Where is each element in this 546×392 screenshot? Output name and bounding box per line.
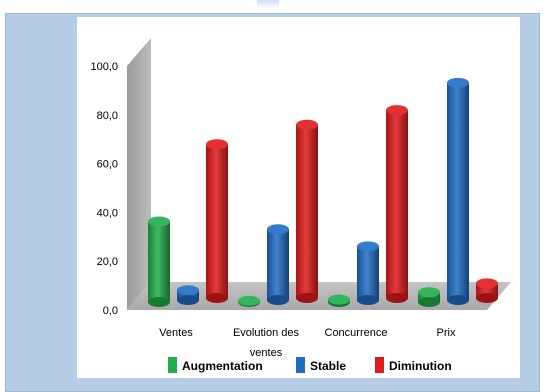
bar-base [447, 295, 469, 305]
bar-top [328, 294, 350, 305]
legend-swatch [296, 357, 305, 373]
bar-base [296, 293, 318, 303]
bar-body [296, 124, 318, 298]
legend-item-diminution: Diminution [375, 357, 452, 373]
bar-augmentation-1 [238, 295, 260, 307]
y-tick-label: 20,0 [97, 256, 118, 268]
bar-base [476, 293, 498, 303]
bar-top [418, 287, 440, 298]
bar-body [267, 229, 289, 300]
category-label: Ventes [159, 327, 193, 339]
y-tick-label: 100,0 [90, 61, 118, 73]
category-label: ventes [250, 347, 283, 359]
bar-base [357, 295, 379, 305]
bar-top [296, 119, 318, 130]
bar-top [476, 278, 498, 289]
top-strip [5, 0, 540, 14]
bar-augmentation-0 [148, 216, 170, 307]
bar-stable-3 [447, 77, 469, 305]
category-label: Prix [437, 327, 456, 339]
bar-base [206, 293, 228, 303]
y-tick-label: 40,0 [97, 207, 118, 219]
bar-stable-1 [267, 224, 289, 305]
legend-swatch [168, 357, 177, 373]
bar-body [386, 110, 408, 299]
bar-top [357, 241, 379, 252]
y-tick-label: 0,0 [103, 305, 118, 317]
bar-top [447, 77, 469, 88]
bar-base [418, 297, 440, 307]
bar-body [206, 144, 228, 298]
bar-body [357, 246, 379, 300]
bar-body [447, 82, 469, 300]
category-label: Concurrence [325, 327, 388, 339]
bar-base [267, 295, 289, 305]
bar-top [238, 295, 260, 306]
bar-base [177, 295, 199, 305]
legend-label: Stable [310, 359, 346, 373]
bar-top [148, 216, 170, 227]
bar-stable-2 [357, 241, 379, 305]
bar-top [206, 139, 228, 150]
legend-label: Diminution [389, 359, 452, 373]
y-tick-label: 80,0 [97, 110, 118, 122]
bar-diminution-3 [476, 278, 498, 303]
bar-augmentation-3 [418, 287, 440, 307]
category-label: Evolution des [233, 327, 300, 339]
bar-base [386, 293, 408, 303]
bar-diminution-1 [296, 119, 318, 303]
bar-augmentation-2 [328, 294, 350, 307]
bar-body [148, 221, 170, 302]
y-tick-label: 60,0 [97, 159, 118, 171]
top-accent [257, 0, 279, 9]
legend-item-stable: Stable [296, 357, 346, 373]
bar-diminution-0 [206, 139, 228, 303]
back-wall [127, 38, 151, 310]
legend-swatch [375, 357, 384, 373]
bar-top [177, 285, 199, 296]
legend-item-augmentation: Augmentation [168, 357, 263, 373]
legend-label: Augmentation [182, 359, 263, 373]
bar-top [386, 105, 408, 116]
bar-base [148, 297, 170, 307]
bar-stable-0 [177, 285, 199, 305]
bar-diminution-2 [386, 105, 408, 303]
bar-top [267, 224, 289, 235]
